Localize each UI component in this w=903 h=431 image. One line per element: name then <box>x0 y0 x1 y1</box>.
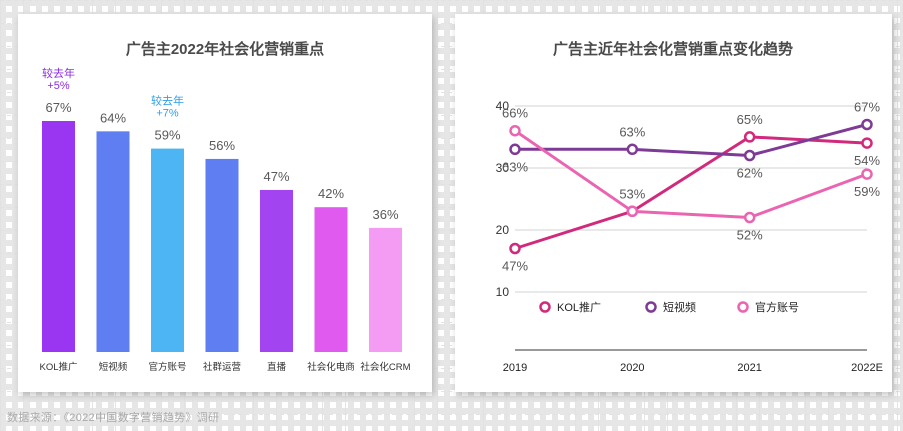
change-annotation: +5% <box>47 80 70 92</box>
point-value-label: 65% <box>737 112 763 127</box>
series-point <box>861 168 873 180</box>
legend-marker <box>539 301 551 313</box>
series-point <box>626 143 639 156</box>
series-point <box>861 137 873 149</box>
legend-marker <box>737 301 749 313</box>
legend-marker <box>645 301 657 313</box>
x-tick-label: 2019 <box>503 362 527 374</box>
category-label: 短视频 <box>99 361 128 373</box>
bar-chart: 广告主2022年社会化营销重点 67% KOL推广 64% 短视频 59% 官方账号 56% 社… <box>39 40 410 373</box>
series-point <box>743 211 756 224</box>
point-value-label: 67% <box>854 100 880 115</box>
bar-chart-panel: 广告主2022年社会化营销重点 67% KOL推广 64% 短视频 59% 官方账号 56% 社… <box>18 14 432 392</box>
change-annotation: 较去年 <box>42 66 75 80</box>
x-tick-label: 2021 <box>737 362 761 374</box>
series-point <box>509 242 521 255</box>
point-value-label: 53% <box>619 186 645 201</box>
line-chart-panel: 广告主近年社会化营销重点变化趋势 10 20 30 40 2019 2020 2021 2022… <box>455 14 892 392</box>
bar-社会化CRM <box>369 227 402 352</box>
category-label: 官方账号 <box>148 361 186 373</box>
y-tick-label: 30 <box>496 161 510 175</box>
series-point <box>626 205 639 218</box>
series-point <box>861 118 873 131</box>
y-tick-label: 20 <box>496 223 510 237</box>
series-point <box>743 149 756 162</box>
legend-label: KOL推广 <box>557 300 601 314</box>
line-chart-title: 广告主近年社会化营销重点变化趋势 <box>553 40 793 58</box>
point-value-label: 54% <box>854 153 880 168</box>
category-label: 社群运营 <box>203 361 241 373</box>
bar-value-label: 42% <box>318 186 344 201</box>
bar-官方账号 <box>151 148 184 352</box>
category-label: 社会化CRM <box>360 361 410 373</box>
bar-value-label: 67% <box>45 100 71 115</box>
change-annotation: +7% <box>156 108 179 120</box>
change-annotation: 较去年 <box>151 94 184 108</box>
y-tick-label: 40 <box>496 99 510 113</box>
category-label: 直播 <box>267 361 287 373</box>
bar-value-label: 64% <box>100 110 126 125</box>
bar-value-label: 36% <box>372 207 398 222</box>
legend-label: 短视频 <box>663 300 696 314</box>
x-tick-label: 2022E <box>851 362 883 374</box>
bar-value-label: 47% <box>263 169 289 184</box>
legend-label: 官方账号 <box>755 300 799 314</box>
bar-短视频 <box>96 131 130 352</box>
series-point <box>509 143 521 156</box>
bar-KOL推广 <box>42 121 75 352</box>
x-tick-label: 2020 <box>620 362 644 374</box>
bar-社群运营 <box>205 158 239 352</box>
bar-value-label: 56% <box>209 138 235 153</box>
series-point <box>509 124 521 137</box>
bar-value-label: 59% <box>154 128 180 143</box>
line-chart: 广告主近年社会化营销重点变化趋势 10 20 30 40 2019 2020 2021 2022… <box>496 40 883 374</box>
category-label: 社会化电商 <box>307 361 355 373</box>
point-value-label: 66% <box>502 106 528 121</box>
source-note: 数据来源：《2022中国数字营销趋势》调研 <box>7 412 220 424</box>
y-tick-label: 10 <box>496 285 510 299</box>
series-point <box>743 131 756 143</box>
series-line-短视频 <box>515 123 868 158</box>
bar-chart-title: 广告主2022年社会化营销重点 <box>126 40 324 58</box>
point-value-label: 63% <box>619 124 645 139</box>
bar-直播 <box>260 189 293 352</box>
point-value-label: 63% <box>502 159 528 174</box>
bar-社会化电商 <box>314 207 348 352</box>
category-label: KOL推广 <box>39 361 77 373</box>
point-value-label: 59% <box>854 184 880 199</box>
series-line-官方账号 <box>514 129 868 220</box>
point-value-label: 47% <box>502 259 528 274</box>
point-value-label: 52% <box>737 228 763 243</box>
point-value-label: 62% <box>737 166 763 181</box>
